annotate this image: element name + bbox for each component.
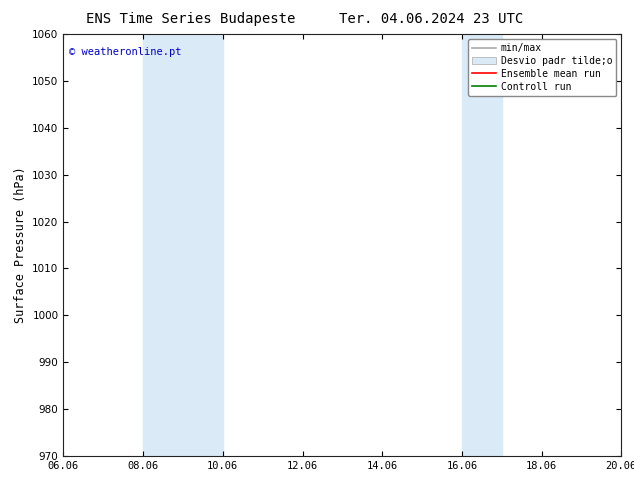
Y-axis label: Surface Pressure (hPa): Surface Pressure (hPa) (14, 167, 27, 323)
Text: © weatheronline.pt: © weatheronline.pt (69, 47, 181, 57)
Text: ENS Time Series Budapeste: ENS Time Series Budapeste (86, 12, 295, 26)
Bar (143, 34, 223, 456)
Bar (462, 34, 501, 456)
Legend: min/max, Desvio padr tilde;o, Ensemble mean run, Controll run: min/max, Desvio padr tilde;o, Ensemble m… (468, 39, 616, 96)
Text: Ter. 04.06.2024 23 UTC: Ter. 04.06.2024 23 UTC (339, 12, 523, 26)
